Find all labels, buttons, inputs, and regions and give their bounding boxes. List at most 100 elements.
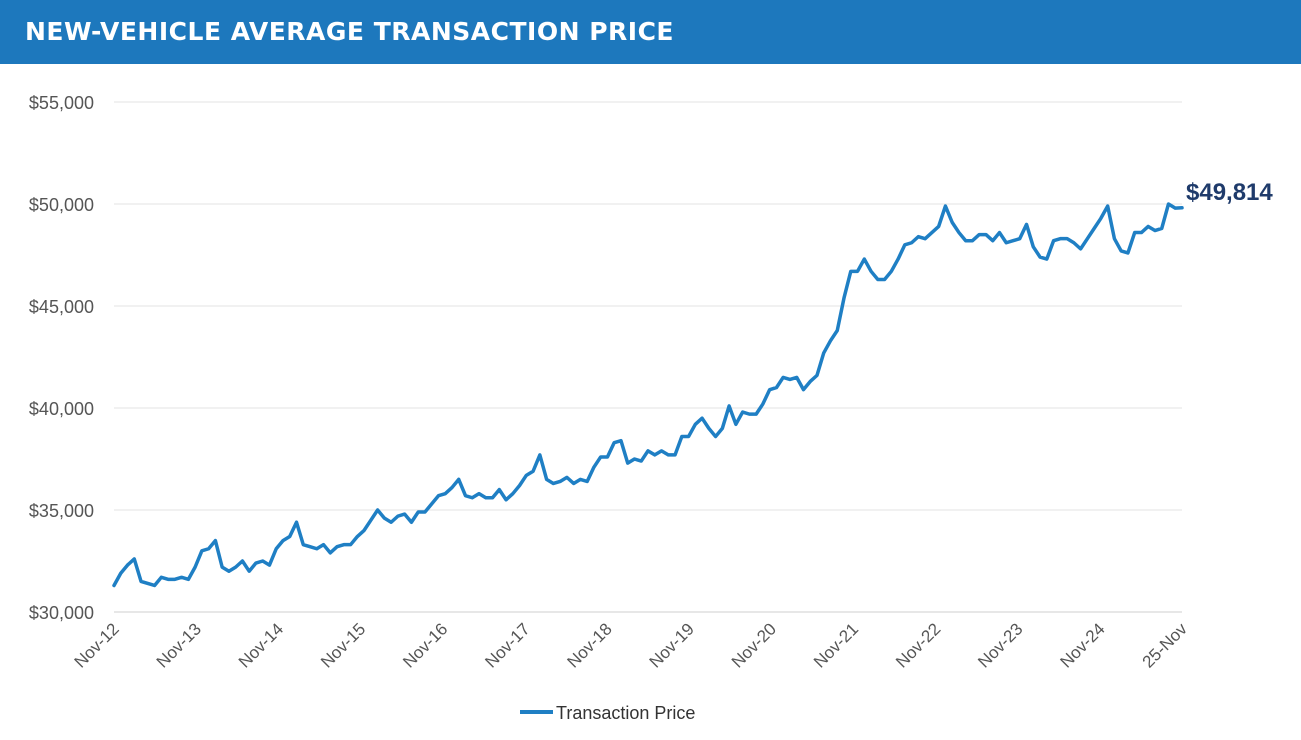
data-point: [667, 453, 670, 456]
data-point: [755, 413, 758, 416]
data-point: [633, 457, 636, 460]
series-line-transaction-price: [112, 202, 1184, 588]
data-point: [876, 278, 879, 281]
data-point: [694, 423, 697, 426]
data-point: [221, 566, 224, 569]
data-point: [1106, 204, 1109, 207]
x-tick-label: Nov-14: [235, 619, 287, 671]
data-point: [1038, 255, 1041, 258]
data-point: [1113, 237, 1116, 240]
data-point: [579, 478, 582, 481]
data-point: [315, 547, 318, 550]
data-point: [423, 510, 426, 513]
chart-header-bar: NEW-VEHICLE AVERAGE TRANSACTION PRICE: [0, 0, 1301, 64]
data-point: [782, 376, 785, 379]
data-point: [187, 578, 190, 581]
data-point: [741, 410, 744, 413]
data-point: [775, 386, 778, 389]
data-point: [897, 257, 900, 260]
data-point: [329, 551, 332, 554]
data-point: [207, 547, 210, 550]
data-point: [883, 278, 886, 281]
data-point: [363, 529, 366, 532]
x-tick-label: Nov-17: [481, 619, 533, 671]
data-point: [1147, 225, 1150, 228]
x-tick-label: Nov-18: [564, 619, 616, 671]
data-point: [437, 494, 440, 497]
data-point: [924, 237, 927, 240]
data-point: [1079, 247, 1082, 250]
data-point: [565, 476, 568, 479]
data-point: [707, 427, 710, 430]
last-value-label: $49,814: [1186, 179, 1273, 206]
data-point: [261, 559, 264, 562]
data-point: [1140, 231, 1143, 234]
data-point: [734, 423, 737, 426]
data-point: [491, 496, 494, 499]
y-tick-label: $30,000: [29, 603, 94, 623]
data-point: [1180, 206, 1183, 209]
data-point: [646, 449, 649, 452]
data-point: [234, 566, 237, 569]
data-point: [768, 388, 771, 391]
data-point: [322, 543, 325, 546]
data-point: [971, 239, 974, 242]
chart-title: NEW-VEHICLE AVERAGE TRANSACTION PRICE: [25, 17, 675, 46]
data-point: [680, 435, 683, 438]
data-point: [356, 535, 359, 538]
data-point: [910, 241, 913, 244]
data-point: [937, 225, 940, 228]
data-point: [139, 580, 142, 583]
x-tick-label: Nov-15: [317, 619, 369, 671]
data-point: [809, 380, 812, 383]
data-point: [200, 549, 203, 552]
data-point: [849, 270, 852, 273]
x-tick-label: Nov-21: [810, 619, 862, 671]
data-point: [390, 521, 393, 524]
data-point: [1160, 227, 1163, 230]
data-point: [1052, 239, 1055, 242]
data-point: [802, 388, 805, 391]
data-point: [856, 270, 859, 273]
data-point: [660, 449, 663, 452]
data-point: [606, 455, 609, 458]
legend-label-transaction-price: Transaction Price: [556, 703, 695, 723]
data-point: [268, 563, 271, 566]
x-tick-label: Nov-16: [399, 619, 451, 671]
x-tick-label: Nov-22: [892, 619, 944, 671]
data-point: [572, 482, 575, 485]
data-point: [498, 488, 501, 491]
y-tick-label: $50,000: [29, 195, 94, 215]
data-point: [180, 576, 183, 579]
data-point: [214, 539, 217, 542]
data-point: [842, 296, 845, 299]
x-axis-tick-labels: Nov-12 Nov-13 Nov-14 Nov-15 Nov-16 Nov-17 Nov-…: [71, 619, 1192, 672]
data-point: [1011, 239, 1014, 242]
data-point: [626, 461, 629, 464]
data-point: [173, 578, 176, 581]
data-point: [538, 453, 541, 456]
data-point: [126, 563, 129, 566]
x-tick-label: Nov-13: [153, 619, 205, 671]
x-tick-label: Nov-20: [728, 619, 780, 671]
data-point: [444, 492, 447, 495]
data-point: [599, 455, 602, 458]
data-point: [112, 584, 115, 587]
data-point: [1059, 237, 1062, 240]
data-point: [978, 233, 981, 236]
data-point: [748, 413, 751, 416]
data-point: [930, 231, 933, 234]
data-point: [308, 545, 311, 548]
data-point: [295, 521, 298, 524]
data-point: [1005, 241, 1008, 244]
data-point: [1174, 206, 1177, 209]
data-point: [1018, 237, 1021, 240]
data-point: [984, 233, 987, 236]
data-point: [957, 231, 960, 234]
data-point: [545, 478, 548, 481]
data-point: [410, 521, 413, 524]
data-point: [673, 453, 676, 456]
data-point: [227, 570, 230, 573]
data-point: [951, 221, 954, 224]
data-point: [1099, 217, 1102, 220]
